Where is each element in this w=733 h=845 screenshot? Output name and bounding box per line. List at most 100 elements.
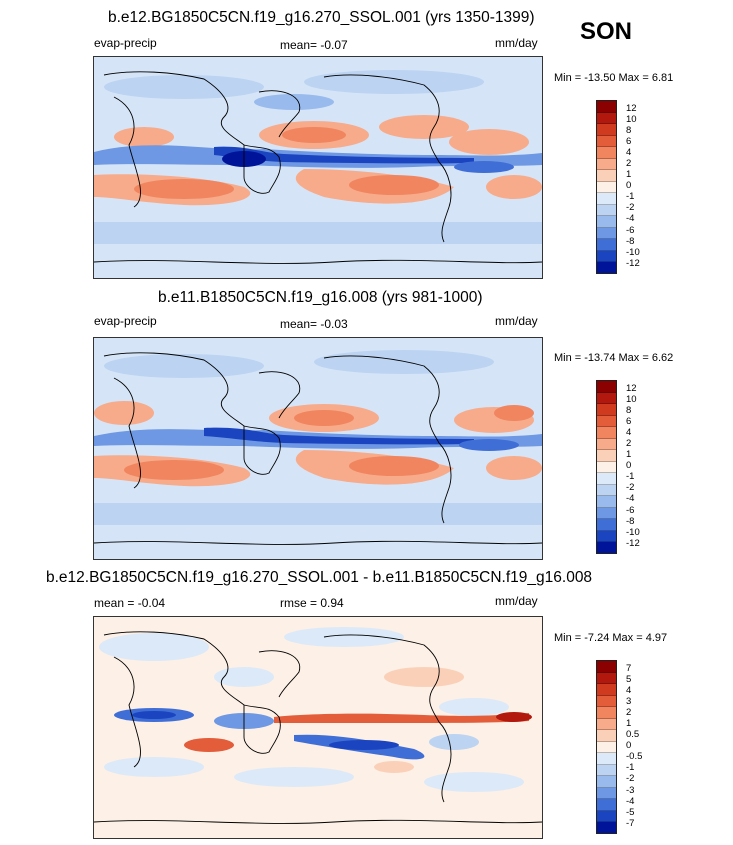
colorbar-label: -8 <box>626 235 635 247</box>
colorbar-segment <box>597 787 616 800</box>
colorbar-label: -10 <box>626 526 640 538</box>
colorbar-segment <box>597 519 616 531</box>
colorbar-segment <box>597 753 616 765</box>
colorbar-segment <box>597 239 616 251</box>
colorbar-label: 0 <box>626 180 632 192</box>
colorbar-label: -10 <box>626 246 640 258</box>
panel-top-title: b.e12.BG1850C5CN.f19_g16.270_SSOL.001 (y… <box>108 9 535 26</box>
panel-mid-colorbar-labels: 12 10 8 6 4 2 1 0 -1 -2 -4 -6 -8 -10 -12 <box>626 384 640 548</box>
colorbar-segment <box>597 473 616 485</box>
panel-diff-units-label: mm/day <box>495 594 538 608</box>
colorbar-segment <box>597 741 616 754</box>
colorbar-segment <box>597 216 616 228</box>
colorbar-label: 6 <box>626 416 632 428</box>
colorbar-segment <box>597 707 616 719</box>
colorbar-label: 2 <box>626 158 632 170</box>
colorbar-segment <box>597 135 616 148</box>
panel-top-mean-label: mean= -0.07 <box>280 38 348 52</box>
panel-top-map <box>93 56 543 279</box>
colorbar-segment <box>597 695 616 708</box>
panel-top-minmax: Min = -13.50 Max = 6.81 <box>554 72 674 84</box>
colorbar-label: -3 <box>626 784 635 796</box>
colorbar-segment <box>597 822 616 833</box>
colorbar-segment <box>597 250 616 263</box>
colorbar-segment <box>597 684 616 696</box>
colorbar-segment <box>597 193 616 205</box>
panel-mid-colorbar <box>596 380 617 554</box>
colorbar-segment <box>597 810 616 823</box>
colorbar-segment <box>597 661 616 673</box>
colorbar-label: 0 <box>626 740 632 752</box>
colorbar-label: 1 <box>626 449 632 461</box>
panel-mid-title: b.e11.B1850C5CN.f19_g16.008 (yrs 981-100… <box>158 289 483 306</box>
colorbar-label: 7 <box>626 663 632 674</box>
panel-diff-rmse-label: rmse = 0.94 <box>280 596 344 610</box>
colorbar-segment <box>597 101 616 113</box>
panel-top-units-label: mm/day <box>495 36 538 50</box>
colorbar-segment <box>597 204 616 217</box>
colorbar-segment <box>597 496 616 508</box>
colorbar-segment <box>597 381 616 393</box>
colorbar-segment <box>597 112 616 125</box>
colorbar-label: 1 <box>626 718 632 730</box>
colorbar-segment <box>597 262 616 273</box>
colorbar-label: -12 <box>626 537 640 549</box>
colorbar-label: -7 <box>626 817 635 829</box>
colorbar-label: 10 <box>626 114 637 126</box>
colorbar-label: -2 <box>626 202 635 214</box>
colorbar-segment <box>597 530 616 543</box>
colorbar-label: -5 <box>626 806 635 818</box>
panel-mid-units-label: mm/day <box>495 314 538 328</box>
colorbar-label: 0 <box>626 460 632 472</box>
colorbar-label: 2 <box>626 438 632 450</box>
panel-top-variable-label: evap-precip <box>94 36 157 50</box>
colorbar-label: 8 <box>626 405 632 417</box>
colorbar-label: 6 <box>626 136 632 148</box>
panel-diff-title: b.e12.BG1850C5CN.f19_g16.270_SSOL.001 - … <box>46 569 593 586</box>
colorbar-label: -4 <box>626 213 635 225</box>
panel-diff-mean-label: mean = -0.04 <box>94 596 166 610</box>
colorbar-segment <box>597 392 616 405</box>
colorbar-segment <box>597 170 616 182</box>
colorbar-segment <box>597 507 616 520</box>
colorbar-segment <box>597 764 616 777</box>
colorbar-label: -1 <box>626 471 635 483</box>
colorbar-segment <box>597 427 616 439</box>
panel-top-colorbar <box>596 100 617 274</box>
panel-top-colorbar-labels: 12 10 8 6 4 2 1 0 -1 -2 -4 -6 -8 -10 -12 <box>626 104 640 268</box>
colorbar-segment <box>597 147 616 159</box>
colorbar-label: -4 <box>626 795 635 807</box>
season-label: SON <box>580 18 633 45</box>
panel-diff-field <box>94 617 542 838</box>
colorbar-label: 3 <box>626 696 632 708</box>
colorbar-label: 5 <box>626 674 632 686</box>
colorbar-label: -2 <box>626 773 635 785</box>
colorbar-label: 1 <box>626 169 632 181</box>
panel-diff-minmax: Min = -7.24 Max = 4.97 <box>554 632 668 644</box>
colorbar-segment <box>597 542 616 553</box>
colorbar-segment <box>597 776 616 788</box>
colorbar-segment <box>597 484 616 497</box>
colorbar-label: -2 <box>626 482 635 494</box>
colorbar-label: 12 <box>626 383 637 394</box>
colorbar-segment <box>597 672 616 685</box>
colorbar-label: 10 <box>626 394 637 406</box>
colorbar-segment <box>597 450 616 462</box>
colorbar-segment <box>597 404 616 416</box>
colorbar-label: -0.5 <box>626 751 643 763</box>
colorbar-label: 12 <box>626 103 637 114</box>
colorbar-segment <box>597 415 616 428</box>
colorbar-segment <box>597 461 616 474</box>
panel-mid-map <box>93 337 543 560</box>
colorbar-label: -4 <box>626 493 635 505</box>
panel-top-field <box>94 57 542 278</box>
colorbar-label: -6 <box>626 504 635 516</box>
panel-mid-field <box>94 338 542 559</box>
colorbar-label: 8 <box>626 125 632 137</box>
colorbar-label: -12 <box>626 257 640 269</box>
colorbar-label: -8 <box>626 515 635 527</box>
panel-diff-map <box>93 616 543 839</box>
colorbar-segment <box>597 438 616 451</box>
panel-mid-minmax: Min = -13.74 Max = 6.62 <box>554 352 674 364</box>
colorbar-segment <box>597 799 616 811</box>
